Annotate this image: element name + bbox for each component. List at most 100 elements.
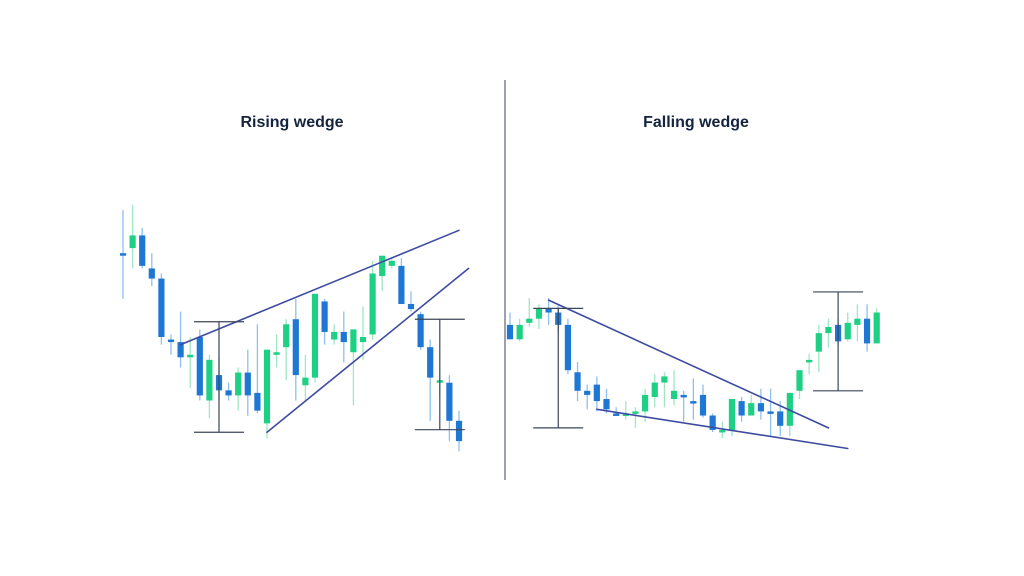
candle-body [748,403,755,416]
rising-candle [340,311,347,363]
candle-body [564,324,571,371]
candle-body [321,301,328,332]
rising-candle [148,253,155,287]
candle-body [427,347,434,378]
candle-body [796,370,803,391]
candle-body [340,331,347,343]
falling-candle [709,413,716,432]
candle-body [167,339,175,343]
rising-wedge-title: Rising wedge [240,114,343,131]
candle-body [196,337,203,396]
candle-body [417,314,424,348]
candle-body [719,429,726,433]
rising-candle [177,311,184,368]
candle-body [854,318,861,325]
candle-body [148,268,155,279]
falling-candle [854,304,861,342]
candle-body [584,390,591,395]
rising-candle [359,306,367,360]
falling-candle [680,390,687,422]
falling-candle [526,298,533,327]
candle-body [825,326,832,334]
rising-candle [398,258,405,304]
rising-wedge-chart [119,204,470,452]
rising-candle [427,339,434,421]
falling-wedge-trendline [547,299,830,429]
candle-body [388,260,395,266]
candle-body [670,390,678,400]
falling-candle [670,370,678,406]
falling-candle [690,378,697,420]
falling-candle [661,372,668,408]
candle-body [379,255,386,277]
falling-candle [506,312,514,340]
rising-candle [129,204,136,269]
candle-body [661,376,668,383]
falling-measure-bracket [813,291,864,392]
rising-candle [139,227,146,269]
candle-body [455,420,463,442]
rising-candle [311,293,319,383]
rising-candle [407,291,415,312]
rising-candle [263,349,271,439]
candle-body [844,322,851,340]
rising-candle [167,334,175,355]
candle-body [407,303,415,310]
falling-candle [786,392,793,437]
candle-body [680,394,687,398]
rising-candle [158,273,165,345]
falling-measure-bracket [533,307,584,429]
candle-body [206,359,213,401]
falling-candle [545,298,552,325]
candle-body [757,403,764,412]
falling-candle [593,376,600,412]
rising-candle [273,334,280,368]
falling-candle [584,384,591,410]
falling-candle [815,324,822,373]
rising-candle [225,382,232,401]
rising-candle [455,410,463,452]
candle-body [292,319,299,376]
candle-body [119,253,127,256]
candle-body [129,235,136,249]
candle-body [369,273,376,335]
falling-candle [516,318,523,342]
falling-candle [603,388,610,414]
rising-candle [235,367,242,411]
candle-body [786,392,793,426]
candle-body [177,342,184,358]
candle-body [535,308,543,319]
candle-body [254,392,261,411]
falling-candle [825,318,832,348]
rising-wedge-trendline [179,229,460,346]
candle-body [651,382,658,397]
candle-body [350,329,357,353]
falling-candle [632,407,639,428]
falling-candle [622,401,629,420]
rising-candle [331,324,338,345]
rising-candle [244,349,251,416]
candle-body [699,394,707,416]
falling-candle [699,384,707,418]
candle-body [359,337,367,343]
falling-candle [796,370,803,400]
rising-candle [283,319,290,381]
candle-body [244,372,251,396]
falling-wedge-chart [506,291,880,450]
falling-candle [757,388,764,420]
candle-body [331,331,338,340]
candle-body [767,411,774,414]
candle-body [777,411,784,426]
falling-wedge-title: Falling wedge [643,114,749,131]
candle-body [622,413,629,416]
candle-body [593,384,600,402]
candle-body [873,312,880,344]
candle-body [187,354,194,358]
candle-body [139,235,146,266]
falling-candle [564,318,571,375]
falling-candle [863,304,871,352]
candle-body [283,324,290,348]
falling-candle [613,407,620,416]
